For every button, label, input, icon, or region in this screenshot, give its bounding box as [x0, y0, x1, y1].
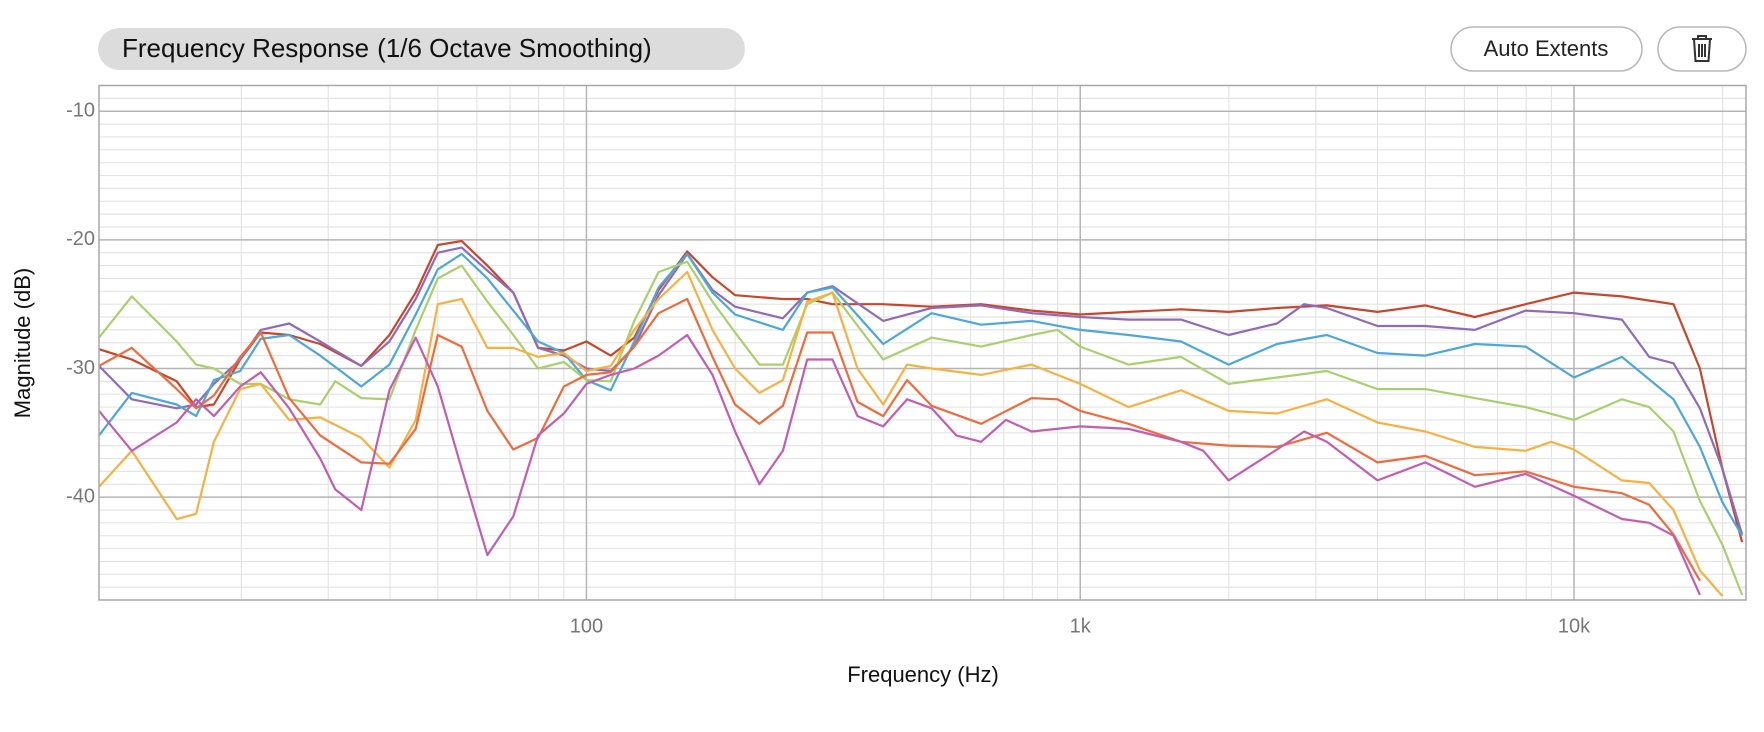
auto-extents-button[interactable]: Auto Extents: [1450, 26, 1643, 72]
x-tick-label: 10k: [1558, 615, 1591, 637]
delete-button[interactable]: [1657, 26, 1747, 72]
y-axis-label: Magnitude (dB): [10, 268, 35, 418]
chart-subtitle: (1/6 Octave Smoothing): [377, 33, 652, 63]
chart-title: Frequency Response: [122, 33, 369, 63]
series-line: [99, 270, 1724, 597]
series-line: [99, 333, 1701, 596]
button-label[interactable]: Auto Extents: [1484, 36, 1609, 61]
series-line: [99, 246, 1744, 535]
series-line: [99, 297, 1701, 582]
x-tick-label: 1k: [1070, 615, 1092, 637]
series-line: [99, 252, 1744, 537]
plot-frame: [98, 84, 1747, 601]
series-line: [99, 260, 1744, 596]
y-tick-label: -10: [66, 100, 95, 122]
chart-title-group: Frequency Response (1/6 Octave Smoothing): [122, 33, 652, 63]
y-tick-label: -30: [66, 357, 95, 379]
series-line: [99, 240, 1744, 543]
title-pill: [98, 28, 745, 70]
button-frame[interactable]: [1450, 26, 1643, 72]
x-axis-label: Frequency (Hz): [847, 662, 999, 687]
series-lines: [99, 240, 1744, 597]
y-tick-label: -40: [66, 485, 95, 507]
trash-icon: [1692, 35, 1712, 62]
y-tick-label: -20: [66, 228, 95, 250]
grid: [99, 85, 1746, 600]
tick-labels: -10 -20 -30 -40 100 1k 10k: [66, 100, 1591, 638]
x-tick-label: 100: [570, 615, 603, 637]
